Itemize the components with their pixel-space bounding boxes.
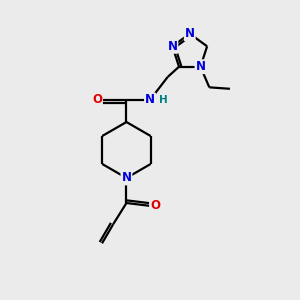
Text: N: N — [122, 172, 131, 184]
Text: N: N — [167, 40, 177, 53]
Text: N: N — [196, 60, 206, 73]
Text: H: H — [160, 95, 168, 105]
Text: O: O — [150, 200, 160, 212]
Text: O: O — [92, 93, 102, 106]
Text: N: N — [145, 93, 155, 106]
Text: N: N — [185, 27, 195, 40]
